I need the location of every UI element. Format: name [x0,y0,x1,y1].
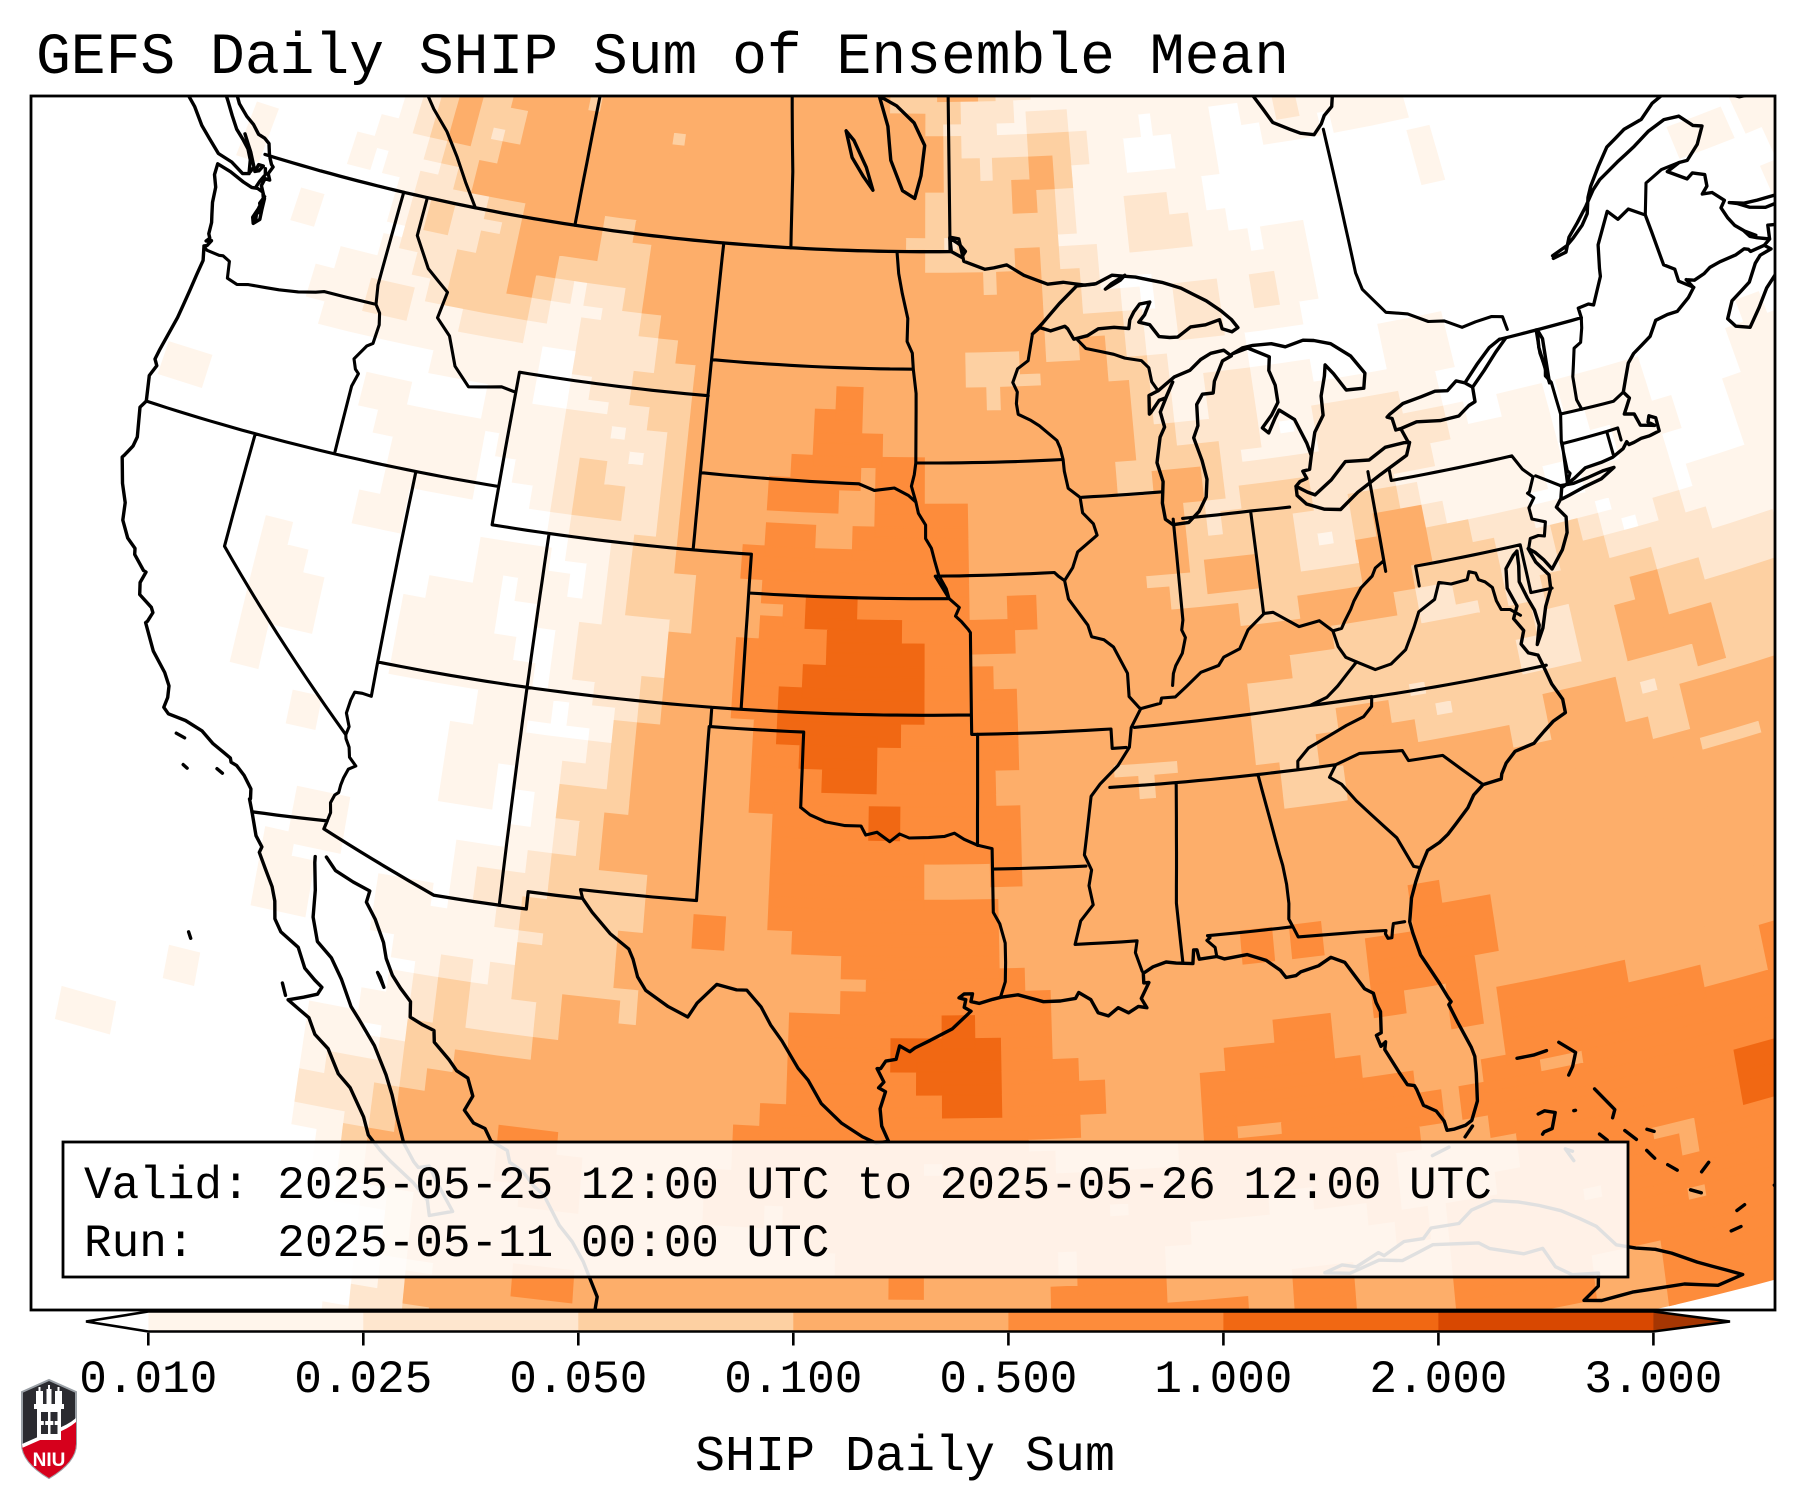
svg-text:SHIP Daily Sum: SHIP Daily Sum [695,1429,1115,1486]
svg-text:3.000: 3.000 [1584,1354,1722,1406]
svg-text:0.025: 0.025 [294,1354,432,1406]
svg-text:NIU: NIU [33,1450,66,1471]
svg-text:2.000: 2.000 [1369,1354,1507,1406]
svg-text:0.500: 0.500 [939,1354,1077,1406]
svg-text:Run: 2025-05-11 00:00 UTC: Run: 2025-05-11 00:00 UTC [84,1218,829,1270]
svg-text:Valid: 2025-05-25 12:00 UTC to: Valid: 2025-05-25 12:00 UTC to 2025-05-2… [84,1160,1492,1212]
svg-text:0.010: 0.010 [79,1354,217,1406]
svg-text:1.000: 1.000 [1154,1354,1292,1406]
svg-text:0.050: 0.050 [509,1354,647,1406]
svg-text:GEFS Daily SHIP Sum of Ensembl: GEFS Daily SHIP Sum of Ensemble Mean [36,26,1289,91]
svg-text:0.100: 0.100 [724,1354,862,1406]
